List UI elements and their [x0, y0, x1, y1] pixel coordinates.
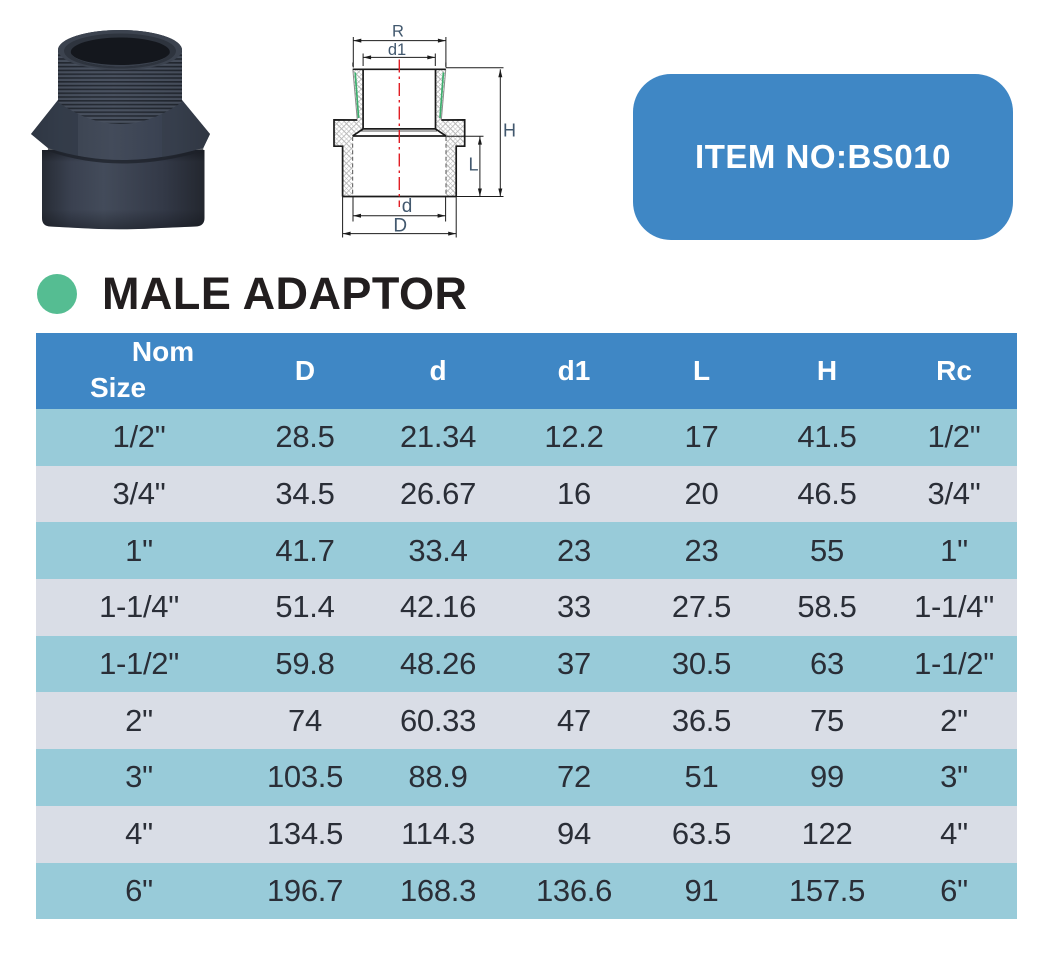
svg-text:L: L [468, 155, 478, 175]
svg-text:H: H [503, 121, 516, 141]
svg-text:D: D [393, 216, 407, 237]
svg-text:R: R [392, 23, 404, 41]
svg-text:d1: d1 [388, 41, 406, 59]
svg-text:d: d [402, 196, 413, 217]
